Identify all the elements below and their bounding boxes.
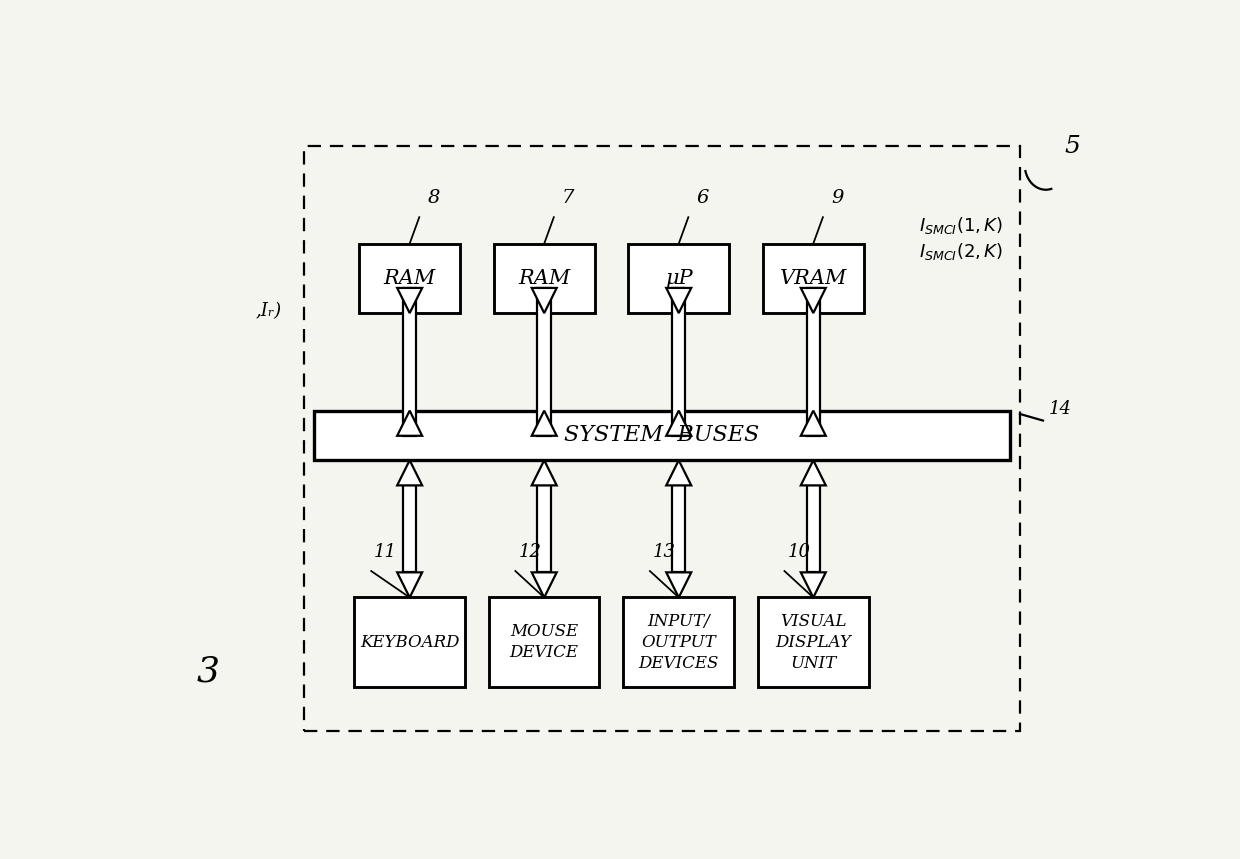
Text: SYSTEM  BUSES: SYSTEM BUSES: [564, 424, 760, 447]
Polygon shape: [537, 485, 551, 572]
Text: 8: 8: [428, 189, 440, 207]
Text: μP: μP: [665, 269, 693, 288]
Text: 5: 5: [1065, 135, 1081, 157]
Bar: [763, 244, 864, 313]
Text: $\mathit{I}_{\mathit{SMCI}}\mathit{(2,K)}$: $\mathit{I}_{\mathit{SMCI}}\mathit{(2,K)…: [919, 241, 1003, 262]
Polygon shape: [403, 485, 417, 572]
Text: RAM: RAM: [383, 269, 435, 288]
Bar: [304, 146, 1021, 732]
Polygon shape: [397, 460, 422, 485]
Polygon shape: [666, 572, 691, 598]
Polygon shape: [801, 460, 826, 485]
Bar: [489, 598, 599, 687]
Text: VRAM: VRAM: [780, 269, 847, 288]
Text: RAM: RAM: [518, 269, 570, 288]
Bar: [355, 598, 465, 687]
Text: 9: 9: [831, 189, 843, 207]
Polygon shape: [806, 288, 820, 436]
Bar: [624, 598, 734, 687]
Polygon shape: [397, 288, 422, 313]
Polygon shape: [397, 411, 422, 436]
Polygon shape: [801, 572, 826, 598]
Text: 13: 13: [652, 543, 676, 561]
Text: ,Iᵣ): ,Iᵣ): [255, 302, 281, 320]
Bar: [314, 411, 1011, 460]
Text: 10: 10: [787, 543, 811, 561]
Polygon shape: [801, 288, 826, 313]
Polygon shape: [403, 288, 417, 436]
Polygon shape: [672, 288, 686, 436]
Polygon shape: [806, 485, 820, 572]
Text: 7: 7: [562, 189, 574, 207]
Polygon shape: [532, 288, 557, 313]
Polygon shape: [397, 572, 422, 598]
Text: 14: 14: [1049, 400, 1071, 418]
Text: 3: 3: [196, 655, 219, 689]
Bar: [629, 244, 729, 313]
Polygon shape: [666, 411, 691, 436]
Text: MOUSE
DEVICE: MOUSE DEVICE: [510, 623, 579, 661]
Bar: [360, 244, 460, 313]
Text: $\mathit{I}_{\mathit{SMCI}}\mathit{(1,K)}$: $\mathit{I}_{\mathit{SMCI}}\mathit{(1,K)…: [919, 215, 1003, 236]
Text: 11: 11: [374, 543, 397, 561]
Text: 6: 6: [697, 189, 709, 207]
Polygon shape: [532, 460, 557, 485]
Polygon shape: [537, 288, 551, 436]
Bar: [494, 244, 595, 313]
Polygon shape: [666, 288, 691, 313]
Text: 12: 12: [518, 543, 542, 561]
Polygon shape: [801, 411, 826, 436]
Text: INPUT/
OUTPUT
DEVICES: INPUT/ OUTPUT DEVICES: [639, 612, 719, 672]
Text: KEYBOARD: KEYBOARD: [360, 634, 459, 650]
Polygon shape: [666, 460, 691, 485]
Polygon shape: [532, 572, 557, 598]
Polygon shape: [672, 485, 686, 572]
Text: VISUAL
DISPLAY
UNIT: VISUAL DISPLAY UNIT: [775, 612, 851, 672]
Bar: [758, 598, 868, 687]
Polygon shape: [532, 411, 557, 436]
